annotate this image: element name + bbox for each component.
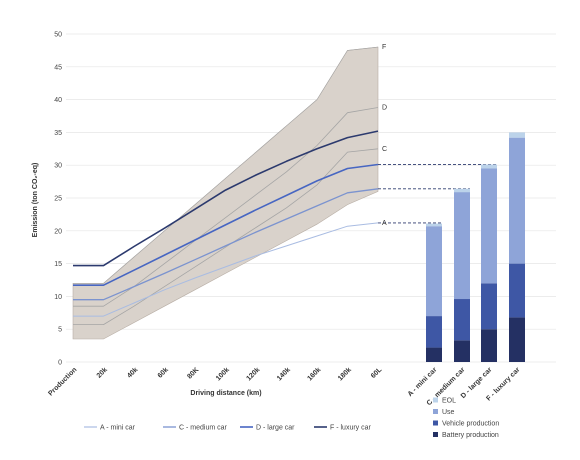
bar-segment — [481, 164, 497, 169]
bar-legend-swatch — [433, 409, 438, 414]
x-tick-label: 80K — [186, 366, 200, 380]
range-band — [72, 46, 379, 340]
y-tick-label: 20 — [54, 228, 62, 235]
x-tick-label: Production — [47, 366, 78, 397]
bar-legend: EOL Use Vehicle production Battery producti… — [433, 397, 499, 439]
x-tick-label: 60L — [370, 366, 384, 380]
bar-segment — [426, 223, 442, 227]
bar-segment — [426, 347, 442, 362]
y-tick-label: 45 — [54, 64, 62, 71]
x-tick-label: 160k — [306, 366, 322, 382]
series-line-c — [73, 188, 379, 301]
bar-legend-label: Use — [442, 409, 455, 416]
bar-legend-swatch — [433, 420, 438, 426]
x-tick-label: 100k — [215, 366, 231, 382]
bar-legend-label: Battery production — [442, 432, 499, 439]
y-tick-label: 25 — [54, 196, 62, 203]
range-band-area — [72, 46, 379, 340]
y-tick-label: 50 — [54, 32, 62, 39]
bar-segment — [509, 132, 525, 138]
bar-segment — [481, 283, 497, 330]
series-line-d — [73, 163, 379, 287]
x-axis-title: Driving distance (km) — [190, 390, 261, 397]
legend-label: F - luxury car — [330, 425, 372, 432]
legend-label: C - medium car — [179, 425, 228, 432]
line-legend: A - mini car C - medium car D - large car F… — [84, 425, 372, 432]
x-tick-label: 20k — [96, 366, 109, 379]
end-label: D — [382, 104, 387, 111]
x-tick-label: 140k — [276, 366, 292, 382]
boundary-line — [73, 148, 379, 326]
line-end-labels: A C D F — [382, 44, 387, 227]
x-tick-label: 60k — [157, 366, 170, 379]
bar-segment — [481, 329, 497, 362]
y-tick-label: 5 — [58, 327, 62, 334]
boundary-line — [73, 107, 379, 307]
bar-segment — [509, 317, 525, 362]
bar-segment — [454, 192, 470, 300]
emission-lines — [73, 46, 379, 326]
bar-segment — [426, 226, 442, 317]
x-tick-label: 120k — [245, 366, 261, 382]
bar-legend-swatch — [433, 432, 438, 437]
y-tick-label: 35 — [54, 130, 62, 137]
end-label: C — [382, 146, 387, 153]
stacked-bars — [426, 132, 525, 362]
bar-segment — [454, 299, 470, 341]
y-tick-label: 30 — [54, 163, 62, 170]
connector-lines — [378, 164, 497, 224]
y-axis-title: Emission (ton CO₂-eq) — [32, 163, 39, 238]
series-line-a — [73, 222, 379, 317]
y-tick-label: 10 — [54, 294, 62, 301]
y-tick-label: 0 — [58, 360, 62, 367]
bar-legend-label: EOL — [442, 398, 456, 405]
bar-segment — [509, 263, 525, 318]
y-tick-label: 15 — [54, 261, 62, 268]
bar-legend-swatch — [433, 397, 438, 403]
series-line-f — [73, 130, 379, 267]
bar-segment — [426, 316, 442, 348]
bar-segment — [481, 168, 497, 284]
y-axis-ticks: 0 5 10 15 20 25 30 35 40 45 50 — [54, 32, 62, 367]
legend-label: D - large car — [256, 425, 295, 432]
bar-legend-label: Vehicle production — [442, 421, 499, 428]
x-tick-label: 40k — [126, 366, 139, 379]
y-tick-label: 40 — [54, 97, 62, 104]
end-label: F — [382, 44, 386, 51]
x-tick-label: 180k — [337, 366, 353, 382]
end-label: A — [382, 220, 387, 227]
legend-label: A - mini car — [100, 425, 136, 432]
bar-segment — [454, 340, 470, 362]
bar-segment — [454, 188, 470, 193]
boundary-line — [73, 46, 379, 284]
bar-segment — [509, 137, 525, 264]
